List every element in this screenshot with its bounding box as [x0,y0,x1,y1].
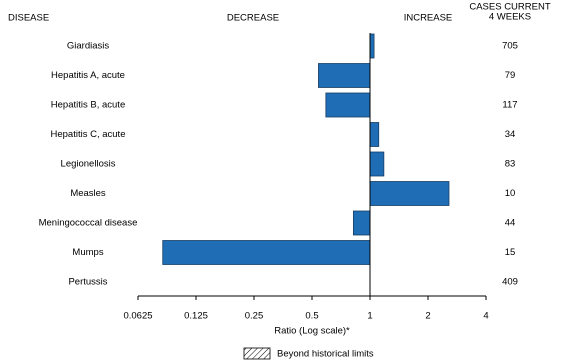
category-label: Measles [70,188,106,199]
bar [369,151,385,177]
bar [369,181,450,206]
bar [325,92,371,118]
bar [318,63,371,88]
x-tick-label: 2 [425,311,430,322]
cases-header: CASES CURRENT [469,2,550,13]
bar [162,240,371,265]
bar [369,33,375,59]
category-label: Hepatitis B, acute [51,100,125,111]
cases-value: 79 [505,70,516,81]
cases-header: 4 WEEKS [489,12,531,23]
x-tick-label: 0.0625 [123,311,152,322]
category-label: Pertussis [68,277,107,288]
cases-value: 83 [505,159,516,170]
legend-swatch [243,347,271,360]
cases-value: 34 [505,129,516,140]
cases-value: 44 [505,218,516,229]
cases-value: 15 [505,247,516,258]
bar [352,210,371,236]
category-label: Giardiasis [67,41,109,52]
category-label: Hepatitis C, acute [51,129,126,140]
cases-value: 705 [502,41,518,52]
x-tick-label: 1 [367,311,372,322]
cases-value: 409 [502,277,518,288]
x-tick-label: 0.125 [184,311,208,322]
x-tick-label: 0.25 [245,311,264,322]
cases-value: 117 [502,100,517,111]
legend-label: Beyond historical limits [277,349,374,360]
category-label: Meningococcal disease [39,218,138,229]
x-axis-label: Ratio (Log scale)* [274,326,350,337]
category-label: Hepatitis A, acute [51,70,125,81]
category-label: Legionellosis [61,159,116,170]
increase-header: INCREASE [404,13,453,24]
x-tick-label: 0.5 [305,311,318,322]
decrease-header: DECREASE [227,13,279,24]
bar [369,122,380,147]
category-label: Mumps [72,247,103,258]
disease-header: DISEASE [8,13,49,24]
cases-value: 10 [505,188,516,199]
x-tick-label: 4 [483,311,488,322]
